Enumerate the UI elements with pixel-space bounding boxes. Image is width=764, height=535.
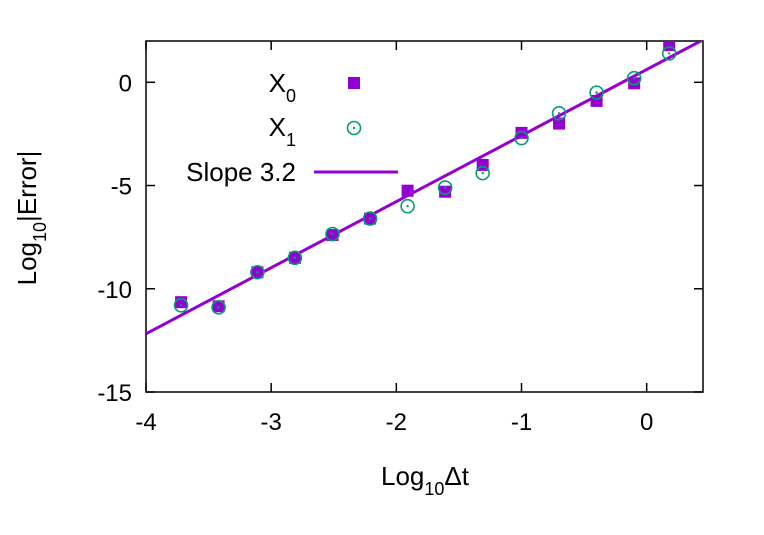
data-point-x1-dot (179, 304, 183, 307)
plot-area-frame (145, 40, 704, 393)
data-point-x1-dot (595, 91, 598, 94)
data-point-x0 (553, 117, 566, 130)
x-axis-label: Log10Δt (381, 461, 470, 499)
y-tick-label: -15 (97, 380, 132, 407)
data-point-x1-dot (406, 204, 409, 208)
data-point-x1 (661, 46, 677, 61)
data-point-x0 (515, 126, 528, 139)
data-point-x1 (400, 198, 415, 214)
data-point-x1 (287, 250, 303, 266)
y-axis-label: Log10|Error| (12, 151, 50, 286)
x-tick-label: -4 (135, 409, 156, 436)
data-point-x1-dot (668, 52, 671, 55)
y-tick-label: 0 (119, 70, 132, 97)
x-tick-label: 0 (640, 409, 653, 436)
data-point-x1-dot (632, 76, 636, 80)
legend-marker-x1-dot (352, 126, 356, 130)
data-point-x1 (475, 165, 491, 181)
x-tick-label: -2 (386, 409, 407, 436)
data-point-x0 (663, 41, 676, 52)
data-point-x1-dot (443, 186, 447, 189)
data-point-x1-dot (331, 232, 334, 236)
data-point-x1 (626, 70, 642, 86)
legend-marker-x0 (348, 77, 360, 89)
data-point-x1 (437, 180, 453, 195)
x-tick-label: -1 (511, 409, 532, 436)
legend-label-x1: X1 (269, 112, 296, 150)
legend-label-fit: Slope 3.2 (186, 157, 296, 187)
data-point-x0 (401, 184, 414, 197)
data-point-x0 (439, 185, 452, 198)
data-point-x1-dot (481, 171, 484, 175)
data-point-x1 (250, 264, 265, 280)
data-point-x1-dot (293, 256, 297, 259)
data-point-x1-dot (557, 112, 561, 115)
x-tick-label: -3 (260, 409, 281, 436)
data-point-x1 (589, 85, 604, 100)
data-point-x1 (551, 105, 567, 121)
data-point-x1 (173, 297, 189, 313)
data-point-x1 (514, 130, 529, 146)
data-point-x1-dot (217, 306, 220, 309)
data-point-x1 (211, 300, 226, 315)
y-tick-label: -10 (97, 277, 132, 304)
data-point-x1 (325, 226, 340, 242)
data-point-x1 (362, 211, 378, 226)
legend-marker-x1 (346, 120, 362, 136)
y-tick-label: -5 (111, 174, 132, 201)
data-point-x0 (628, 77, 641, 90)
fit-line-slope (146, 41, 703, 336)
data-point-x1-dot (256, 271, 259, 274)
data-point-x1-dot (520, 136, 523, 140)
legend-label-x0: X0 (269, 68, 296, 106)
legend: X0 X1 Slope 3.2 (186, 68, 398, 187)
data-point-x1-dot (368, 217, 372, 220)
